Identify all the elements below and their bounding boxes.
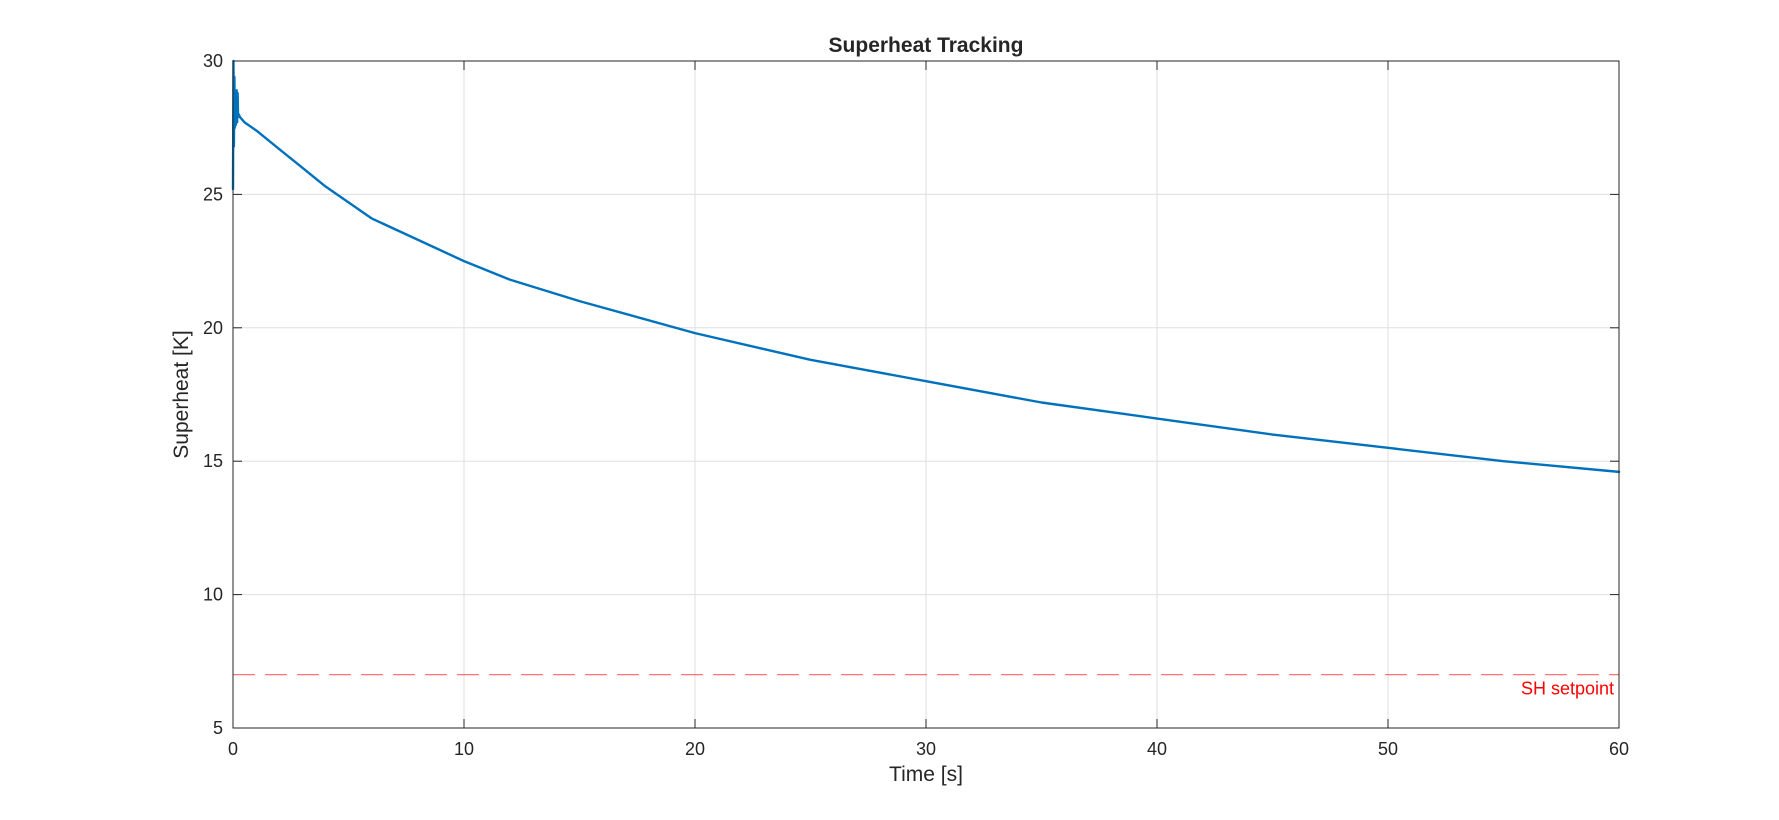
series-layer: [231, 59, 1621, 474]
y-tick-label: 5: [213, 718, 223, 738]
y-axis-label: Superheat [K]: [170, 330, 193, 458]
x-tick-label: 40: [1147, 739, 1167, 759]
y-tick-labels: 5 10 15 20 25 30: [203, 51, 223, 738]
plot-box: [232, 60, 1620, 729]
x-tick-label: 50: [1378, 739, 1398, 759]
x-axis-label: Time [s]: [889, 763, 963, 786]
x-tick-label: 30: [916, 739, 936, 759]
x-tick-label: 20: [685, 739, 705, 759]
grid-lines: [233, 61, 1619, 728]
x-tick-label: 0: [228, 739, 238, 759]
series-line: [231, 59, 1621, 474]
setpoint-label: SH setpoint: [1521, 679, 1614, 699]
y-tick-label: 10: [203, 585, 223, 605]
x-tick-label: 10: [454, 739, 474, 759]
y-tick-label: 15: [203, 451, 223, 471]
chart-title: Superheat Tracking: [829, 34, 1024, 57]
y-tick-label: 20: [203, 318, 223, 338]
x-tick-labels: 0 10 20 30 40 50 60: [228, 739, 1629, 759]
y-tick-label: 30: [203, 51, 223, 71]
x-tick-label: 60: [1609, 739, 1629, 759]
y-tick-label: 25: [203, 184, 223, 204]
